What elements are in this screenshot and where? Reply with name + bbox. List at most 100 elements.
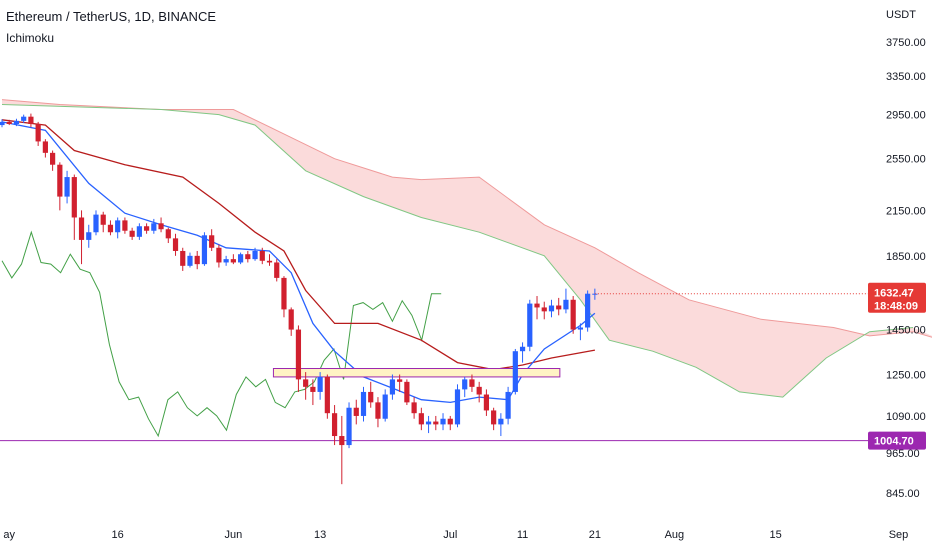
- candle: [469, 374, 475, 392]
- cloud-span-b: [1, 104, 914, 398]
- candle: [230, 254, 236, 265]
- candle-body: [180, 250, 186, 266]
- candle: [346, 402, 352, 449]
- candle-body: [397, 379, 403, 382]
- candle-body: [339, 436, 345, 446]
- candle: [144, 223, 150, 234]
- candle-body: [462, 379, 468, 390]
- candle-body: [144, 226, 150, 231]
- candle-body: [172, 238, 179, 251]
- candle-body: [64, 177, 70, 197]
- cloud-span-a: [1, 99, 932, 338]
- candle: [375, 397, 381, 428]
- candle-body: [216, 247, 222, 263]
- candle-body: [78, 217, 85, 240]
- candle-body: [158, 223, 164, 230]
- candle: [71, 174, 77, 240]
- x-tick-label: 21: [589, 529, 601, 541]
- candle: [13, 118, 20, 127]
- candle-body: [353, 407, 359, 416]
- candle: [42, 139, 48, 158]
- candle-body: [165, 229, 171, 239]
- candle: [237, 252, 244, 265]
- candle: [425, 415, 432, 434]
- chart-title[interactable]: Ethereum / TetherUS, 1D, BINANCE: [6, 9, 217, 24]
- candle: [194, 250, 200, 270]
- y-tick-label: 965.00: [886, 448, 920, 460]
- candle: [136, 223, 142, 240]
- candle: [165, 227, 171, 244]
- resistance-zone-box: [272, 368, 561, 378]
- candle: [433, 415, 439, 431]
- candle-body: [107, 224, 114, 233]
- candle-body: [21, 116, 27, 121]
- candle-body: [223, 259, 229, 263]
- indicator-label[interactable]: Ichimoku: [6, 31, 55, 45]
- candle-body: [100, 214, 106, 225]
- candle: [172, 233, 179, 256]
- price-axis[interactable]: USDT 3750.00 3350.00 2950.00 2550.00 2150.00 1…: [886, 9, 926, 500]
- candle-body: [346, 407, 352, 446]
- candle: [50, 150, 56, 171]
- candle-body: [230, 259, 236, 263]
- y-tick-label: 2150.00: [886, 205, 926, 217]
- candle: [216, 244, 222, 268]
- candle: [491, 407, 497, 431]
- candle: [324, 374, 330, 419]
- candle: [498, 413, 504, 437]
- candle: [418, 407, 424, 431]
- candle-body: [295, 329, 302, 380]
- candle-body: [317, 376, 323, 392]
- candle: [100, 211, 106, 233]
- candle: [122, 217, 128, 234]
- time-axis[interactable]: ay 16 Jun 13 Jul 11 21 Aug 15 Sep: [3, 529, 908, 541]
- candle-body: [35, 123, 41, 142]
- y-tick-label: 1850.00: [886, 251, 926, 263]
- candle: [570, 296, 576, 334]
- candle: [64, 170, 70, 204]
- resistance-zone: [272, 368, 561, 378]
- candle-body: [411, 402, 417, 414]
- candle: [556, 297, 562, 316]
- last-price-value: 1632.47: [874, 288, 914, 300]
- candle-body: [563, 299, 569, 310]
- candle-body: [266, 260, 273, 263]
- candle: [6, 119, 12, 126]
- candle-body: [13, 120, 20, 124]
- candle-body: [519, 346, 526, 352]
- candle-body: [6, 121, 12, 124]
- candle-body: [418, 413, 424, 425]
- candle-body: [331, 413, 338, 437]
- y-tick-label: 3350.00: [886, 71, 926, 83]
- candle-body: [447, 418, 453, 425]
- candle: [447, 415, 453, 431]
- candle-body: [237, 254, 244, 263]
- candle: [411, 397, 417, 419]
- candle-body: [570, 299, 576, 330]
- candle: [397, 374, 403, 392]
- candle: [389, 374, 396, 400]
- candle: [527, 299, 533, 352]
- y-tick-label: 1450.00: [886, 325, 926, 337]
- candle-body: [201, 235, 208, 265]
- candle-body: [548, 305, 555, 312]
- y-tick-label: 2950.00: [886, 110, 926, 122]
- candle: [382, 389, 388, 422]
- candle: [339, 415, 345, 485]
- candle: [462, 376, 468, 398]
- candle-body: [541, 307, 547, 312]
- candle-body: [454, 389, 461, 425]
- candle: [563, 288, 569, 314]
- candle: [519, 342, 526, 363]
- candle: [368, 381, 374, 408]
- last-price-tag: [868, 282, 926, 313]
- candle-body: [498, 418, 504, 425]
- candle-body: [209, 235, 215, 248]
- x-tick-label: 13: [314, 529, 326, 541]
- lagging-span: [1, 230, 442, 438]
- x-tick-label: Jun: [224, 529, 242, 541]
- candle: [310, 379, 316, 406]
- candle: [404, 379, 410, 406]
